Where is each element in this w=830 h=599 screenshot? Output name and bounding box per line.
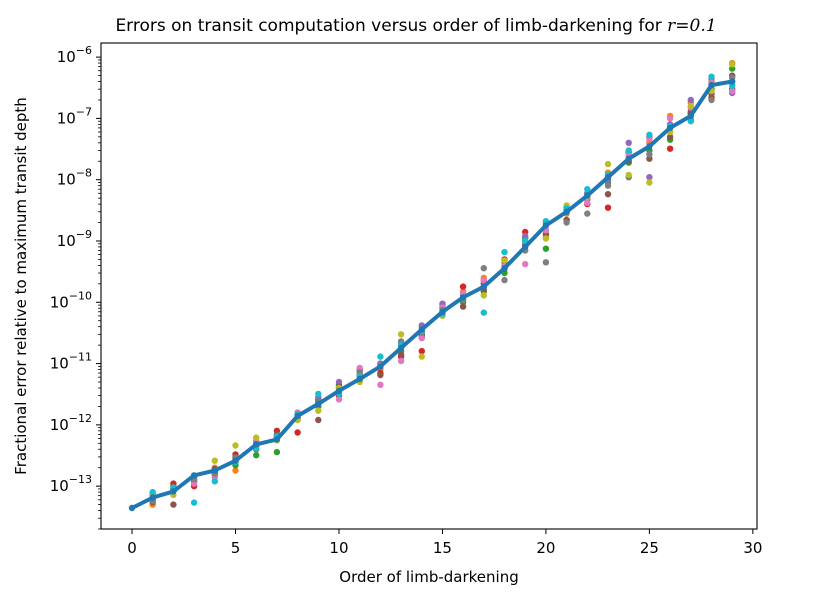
data-point bbox=[625, 139, 632, 146]
data-point bbox=[542, 245, 550, 252]
data-point bbox=[584, 210, 591, 217]
data-point bbox=[646, 174, 653, 181]
data-point bbox=[542, 235, 550, 242]
data-point bbox=[397, 357, 405, 365]
x-tick-label: 10 bbox=[329, 539, 348, 557]
y-tick-label: 10−13 bbox=[50, 473, 92, 495]
x-tick-label: 20 bbox=[536, 539, 555, 557]
plot-area: 0 5 10 15 20 25 30 10−1310−1210−1110−1010−910−… bbox=[50, 42, 762, 557]
data-point bbox=[625, 171, 632, 179]
x-tick-label: 5 bbox=[231, 539, 241, 557]
data-point bbox=[522, 260, 529, 268]
x-tick-label: 15 bbox=[433, 539, 452, 557]
data-point bbox=[584, 186, 591, 193]
data-point bbox=[604, 191, 612, 198]
data-point bbox=[253, 452, 260, 459]
data-point bbox=[729, 61, 736, 68]
data-point bbox=[459, 303, 467, 310]
data-point bbox=[480, 309, 487, 316]
axes-frame bbox=[100, 42, 758, 530]
data-point bbox=[542, 259, 550, 266]
data-point bbox=[625, 147, 632, 154]
y-tick-label: 10−8 bbox=[57, 167, 92, 189]
y-tick-label: 10−7 bbox=[57, 105, 92, 127]
chart-title: Errors on transit computation versus ord… bbox=[115, 16, 716, 36]
data-point bbox=[584, 199, 591, 206]
data-point bbox=[646, 179, 653, 186]
data-point bbox=[708, 96, 715, 104]
data-point bbox=[377, 381, 384, 388]
data-point bbox=[501, 276, 508, 284]
data-point bbox=[480, 265, 487, 272]
data-point bbox=[646, 131, 653, 138]
data-point bbox=[480, 292, 487, 299]
data-point bbox=[253, 434, 260, 441]
data-point bbox=[646, 151, 653, 158]
data-point bbox=[273, 448, 281, 456]
data-point bbox=[687, 96, 694, 104]
data-point bbox=[232, 467, 239, 474]
data-point bbox=[377, 371, 384, 379]
y-axis-ticks: 10−13 10−12 10−11 10−10 10−9 10−8 10−7 10−6 bbox=[50, 44, 101, 530]
data-point bbox=[335, 396, 343, 403]
data-point bbox=[418, 353, 425, 360]
y-tick-label: 10−11 bbox=[50, 351, 92, 373]
data-point bbox=[604, 160, 612, 168]
data-point bbox=[729, 87, 736, 95]
x-tick-label: 0 bbox=[127, 539, 137, 557]
x-tick-label: 30 bbox=[743, 539, 762, 557]
data-point bbox=[459, 283, 467, 290]
x-tick-label: 25 bbox=[640, 539, 659, 557]
data-point bbox=[377, 353, 384, 360]
data-point bbox=[211, 478, 218, 485]
data-point bbox=[356, 364, 363, 372]
data-point bbox=[687, 102, 694, 110]
data-point bbox=[418, 334, 425, 342]
data-point bbox=[666, 133, 674, 141]
data-point bbox=[418, 347, 425, 355]
data-point bbox=[563, 219, 570, 226]
y-tick-label: 10−6 bbox=[57, 44, 92, 66]
data-point bbox=[480, 276, 487, 284]
x-axis-label: Order of limb-darkening bbox=[339, 568, 518, 586]
data-point bbox=[666, 145, 674, 152]
data-point bbox=[666, 115, 674, 122]
data-point bbox=[501, 257, 508, 264]
data-point bbox=[687, 118, 694, 125]
data-point bbox=[397, 351, 405, 358]
y-tick-label: 10−10 bbox=[50, 289, 92, 311]
data-point bbox=[646, 155, 653, 162]
data-point bbox=[294, 429, 301, 436]
data-point bbox=[211, 457, 218, 464]
y-tick-label: 10−9 bbox=[57, 228, 92, 250]
data-point bbox=[190, 480, 198, 487]
data-point bbox=[149, 488, 156, 496]
x-axis-ticks: 0 5 10 15 20 25 30 bbox=[127, 529, 762, 557]
data-point bbox=[397, 331, 405, 338]
data-point bbox=[232, 442, 239, 449]
data-point bbox=[604, 204, 612, 211]
data-point bbox=[522, 232, 529, 240]
series-line-main bbox=[130, 79, 735, 510]
data-point bbox=[170, 501, 177, 508]
data-point bbox=[315, 416, 322, 424]
y-tick-label: 10−12 bbox=[50, 412, 92, 434]
data-point bbox=[604, 182, 612, 189]
data-point bbox=[708, 73, 715, 80]
y-axis-label: Fractional error relative to maximum tra… bbox=[12, 97, 30, 475]
data-point bbox=[190, 499, 198, 506]
data-point bbox=[315, 407, 322, 414]
data-point bbox=[501, 248, 508, 256]
data-point bbox=[335, 378, 343, 386]
data-point bbox=[315, 390, 322, 398]
